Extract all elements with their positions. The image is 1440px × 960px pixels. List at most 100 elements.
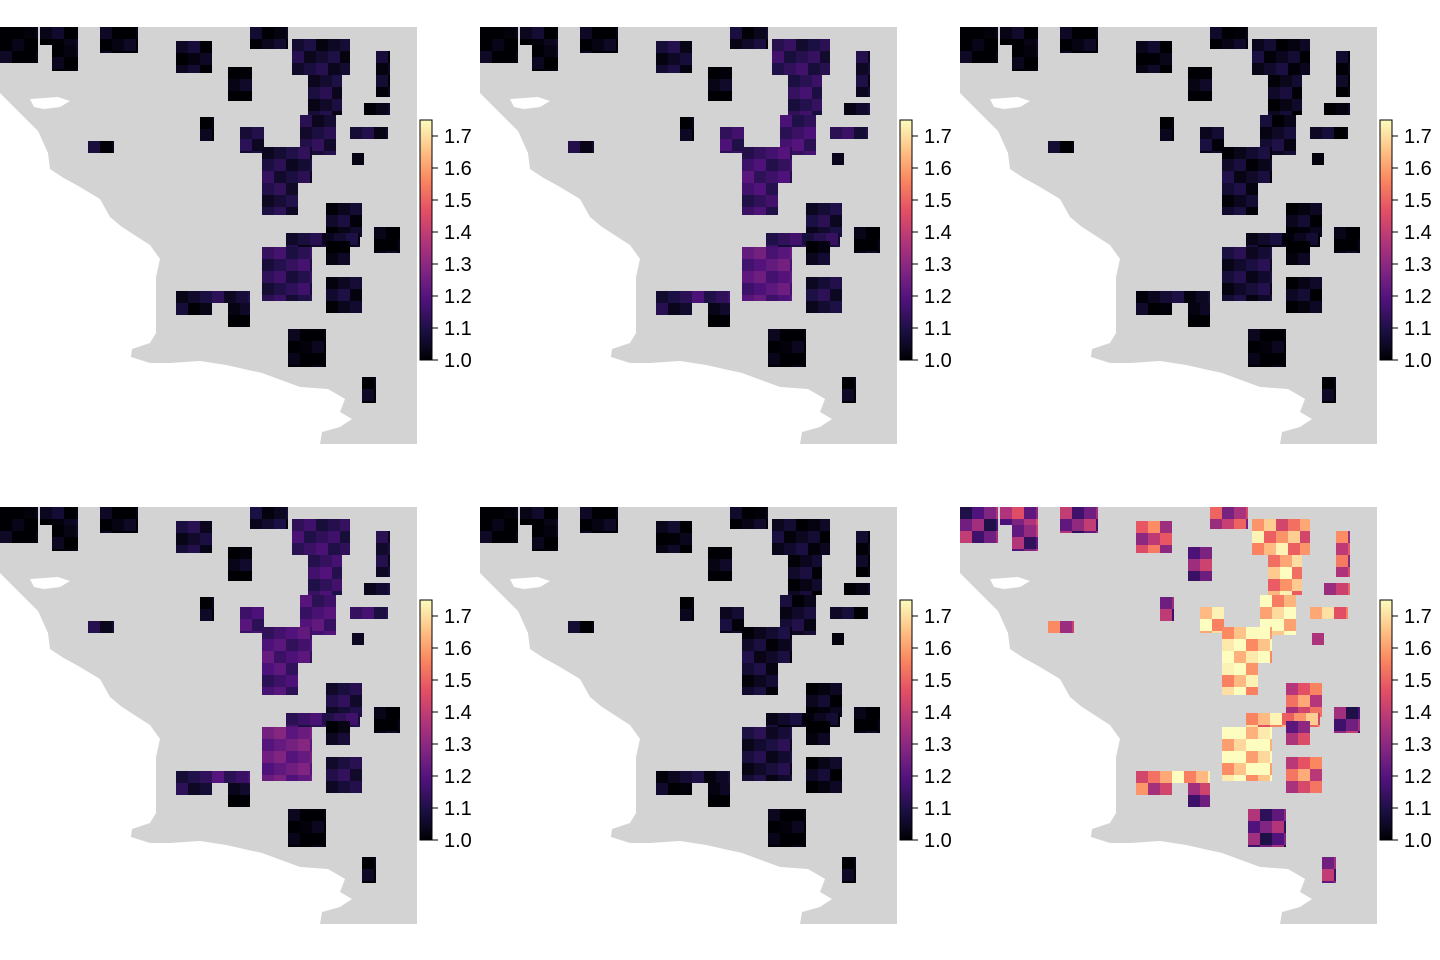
- raster-cell: [1036, 57, 1038, 69]
- raster-cell: [1160, 783, 1172, 795]
- raster-cell: [262, 171, 274, 183]
- raster-cell: [1246, 687, 1258, 695]
- raster-cell: [656, 41, 668, 53]
- raster-cell: [788, 591, 800, 595]
- raster-cell: [1272, 115, 1284, 127]
- raster-cell: [1188, 67, 1200, 79]
- raster-cell: [1258, 763, 1270, 775]
- raster-cell: [374, 857, 376, 869]
- raster-cell: [298, 713, 310, 725]
- raster-cell: [312, 151, 324, 155]
- raster-cell: [1268, 87, 1280, 99]
- raster-cell: [668, 771, 680, 783]
- raster-cell: [0, 531, 12, 543]
- raster-cell: [376, 543, 388, 555]
- raster-cell: [374, 881, 376, 883]
- raster-cell: [228, 547, 240, 559]
- raster-cell: [228, 795, 240, 807]
- raster-cell: [386, 251, 398, 253]
- raster-cell: [250, 507, 262, 519]
- raster-cell: [784, 39, 796, 51]
- raster-cell: [580, 531, 592, 533]
- raster-cell: [1060, 141, 1072, 153]
- raster-cell: [136, 39, 138, 51]
- raster-cell: [316, 543, 328, 555]
- raster-cell: [1312, 153, 1324, 165]
- raster-cell: [274, 247, 286, 259]
- raster-cell: [818, 277, 830, 289]
- raster-cell: [1310, 757, 1322, 769]
- raster-cell: [680, 117, 692, 129]
- raster-cell: [236, 291, 248, 303]
- raster-cell: [804, 809, 806, 821]
- raster-cell: [788, 87, 800, 99]
- raster-cell: [326, 215, 338, 227]
- raster-cell: [248, 291, 250, 303]
- raster-cell: [1300, 63, 1310, 75]
- raster-cell: [592, 39, 604, 51]
- raster-cell: [720, 571, 732, 581]
- raster-cell: [1060, 507, 1072, 519]
- raster-cell: [1072, 507, 1084, 519]
- raster-cell: [100, 531, 112, 533]
- raster-cell: [300, 353, 312, 365]
- raster-cell: [778, 775, 790, 781]
- raster-cell: [352, 153, 364, 165]
- raster-cell: [804, 631, 816, 635]
- raster-cell: [252, 631, 264, 633]
- raster-cell: [680, 783, 692, 795]
- raster-cell: [820, 543, 830, 555]
- raster-cell: [1212, 631, 1224, 633]
- raster-cell: [64, 27, 76, 39]
- raster-cell: [1258, 725, 1270, 727]
- raster-cell: [1272, 833, 1284, 845]
- raster-cell: [262, 727, 274, 739]
- raster-cell: [1346, 707, 1358, 719]
- raster-cell: [112, 507, 124, 519]
- raster-cell: [1222, 207, 1234, 215]
- raster-cell: [856, 103, 868, 115]
- raster-cell: [188, 65, 200, 73]
- raster-cell: [788, 99, 800, 111]
- raster-cell: [36, 39, 38, 51]
- raster-cell: [1210, 519, 1222, 529]
- raster-cell: [766, 639, 778, 651]
- raster-cell: [544, 537, 556, 549]
- raster-cell: [778, 295, 790, 301]
- raster-cell: [262, 519, 274, 529]
- raster-cell: [308, 591, 320, 595]
- raster-cell: [778, 763, 790, 775]
- raster-cell: [1248, 353, 1260, 365]
- colorbar-tick-label: 1.5: [444, 190, 472, 212]
- raster-cell: [960, 507, 972, 519]
- raster-cell: [766, 183, 778, 195]
- raster-cell: [766, 651, 778, 663]
- raster-cell: [792, 151, 804, 155]
- raster-cell: [580, 39, 592, 51]
- raster-cell: [1234, 259, 1246, 271]
- raster-cell: [1012, 525, 1024, 537]
- raster-cell: [708, 79, 720, 91]
- raster-cell: [1200, 631, 1212, 633]
- raster-cell: [742, 727, 754, 739]
- raster-cell: [298, 283, 310, 295]
- raster-cell: [386, 607, 388, 619]
- raster-cell: [804, 595, 816, 607]
- raster-cell: [274, 39, 286, 49]
- raster-cell: [316, 39, 328, 51]
- raster-cell: [1252, 543, 1264, 555]
- raster-cell: [262, 651, 274, 663]
- raster-cell: [1036, 45, 1038, 57]
- raster-cell: [12, 51, 24, 63]
- raster-cell: [1234, 147, 1246, 159]
- raster-cell: [1160, 609, 1172, 621]
- raster-cell: [516, 27, 518, 39]
- raster-cell: [176, 303, 188, 315]
- raster-cell: [656, 291, 668, 303]
- raster-cell: [854, 881, 856, 883]
- raster-cell: [1212, 619, 1224, 631]
- colorbar-gradient: [1379, 119, 1393, 361]
- raster-cell: [1322, 389, 1334, 401]
- raster-cell: [374, 127, 386, 139]
- raster-cell: [1060, 27, 1072, 39]
